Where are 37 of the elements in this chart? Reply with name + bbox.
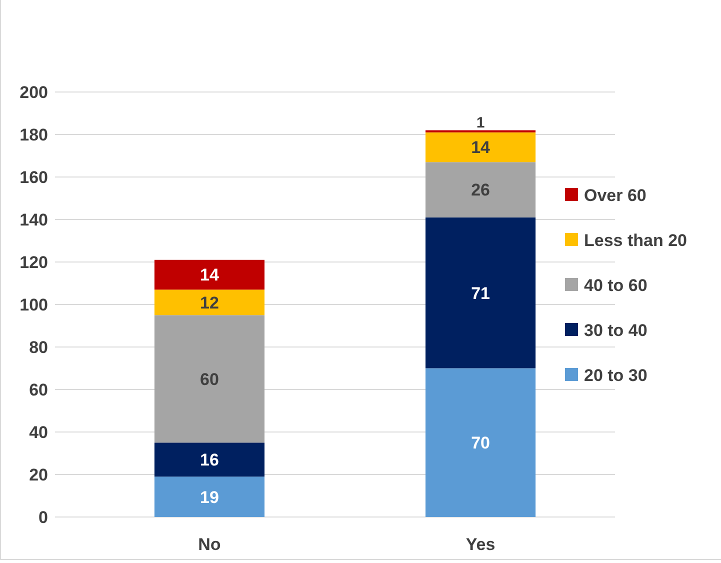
legend-label: 20 to 30 <box>584 366 648 385</box>
data-label: 1 <box>476 114 485 132</box>
y-tick-label: 80 <box>29 338 48 357</box>
x-tick-label: No <box>198 535 221 554</box>
y-tick-label: 0 <box>38 508 48 527</box>
y-tick-label: 120 <box>20 252 48 272</box>
bar <box>426 217 536 368</box>
data-label: 70 <box>471 434 490 453</box>
y-tick-label: 200 <box>20 82 48 102</box>
legend-label: Over 60 <box>584 186 646 205</box>
legend-label: 30 to 40 <box>584 320 648 340</box>
data-label: 19 <box>200 488 219 507</box>
bar <box>154 476 264 517</box>
data-label: 71 <box>471 284 490 303</box>
bar <box>154 442 264 477</box>
data-label: 14 <box>471 138 491 158</box>
data-label: 14 <box>200 266 220 285</box>
data-label: 60 <box>200 370 219 389</box>
bar <box>154 260 264 290</box>
data-label: 16 <box>200 450 219 470</box>
y-tick-label: 100 <box>20 295 48 314</box>
y-tick-label: 60 <box>29 380 48 400</box>
data-label: 26 <box>471 180 490 200</box>
bar <box>426 132 536 162</box>
bar <box>154 315 264 443</box>
bar <box>154 290 264 316</box>
y-tick-label: 180 <box>20 125 48 144</box>
data-label: 12 <box>200 293 219 312</box>
bar <box>426 162 536 218</box>
y-tick-label: 20 <box>29 465 48 484</box>
legend-label: 40 to 60 <box>584 276 648 295</box>
x-tick-label: Yes <box>466 535 496 554</box>
y-tick-label: 140 <box>20 210 48 230</box>
y-tick-label: 40 <box>29 422 48 442</box>
legend-label: Less than 20 <box>584 230 687 250</box>
bar <box>426 368 536 517</box>
y-tick-label: 160 <box>20 168 48 187</box>
